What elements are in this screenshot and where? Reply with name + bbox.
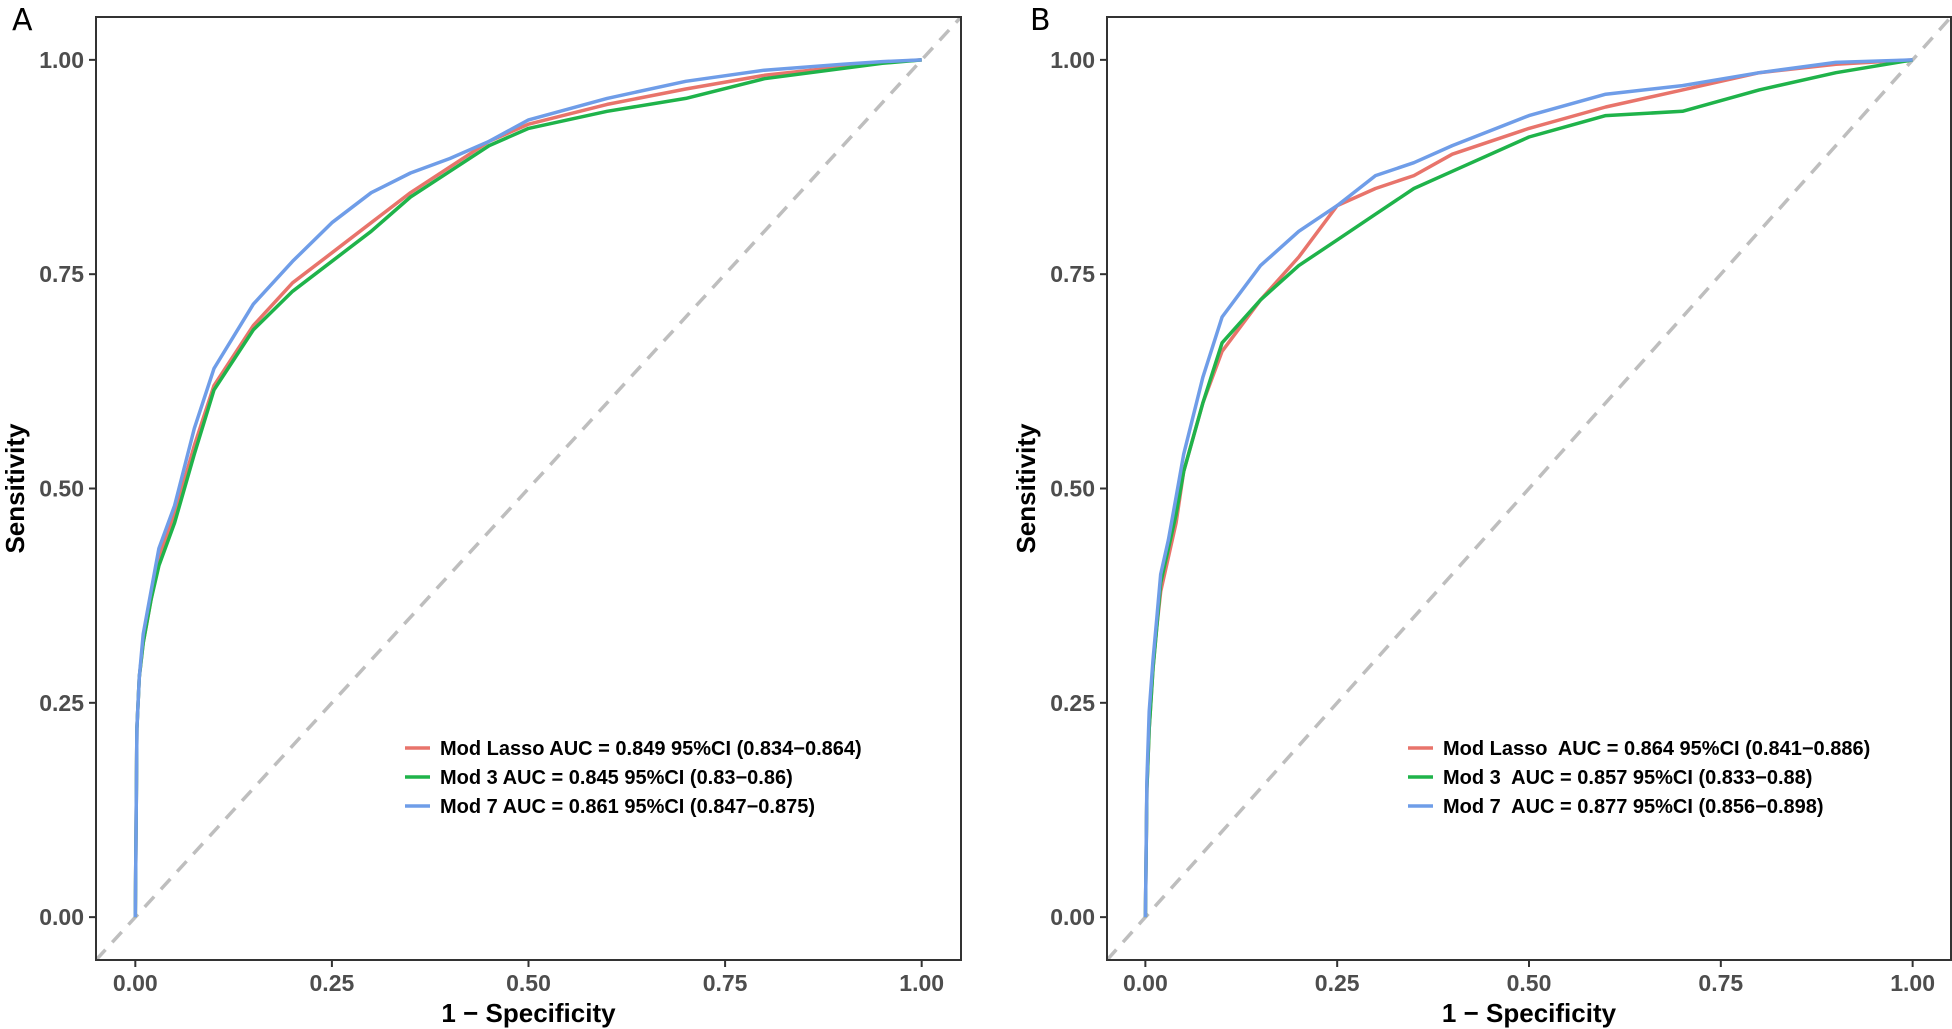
panel-a-xtick-label: 0.50 — [506, 970, 551, 996]
panel-b-letter: B — [1030, 3, 1051, 38]
panel-b-xtick-label: 0.75 — [1698, 970, 1743, 996]
panel-b-reference-diagonal — [1107, 17, 1951, 960]
panel-b-xtick-label: 0.00 — [1123, 970, 1168, 996]
panel-a-legend-label: Mod Lasso AUC = 0.849 95%CI (0.834−0.864… — [440, 738, 862, 760]
panel-b-ytick-label: 0.50 — [1050, 476, 1095, 502]
panel-b-legend-label: Mod 7 AUC = 0.877 95%CI (0.856−0.898) — [1443, 796, 1824, 818]
panel-a-ytick-label: 0.00 — [39, 904, 84, 930]
panel-b-xtick-label: 1.00 — [1890, 970, 1935, 996]
panel-a-ytick-label: 0.50 — [39, 476, 84, 502]
panel-a-xtick-label: 0.25 — [310, 970, 355, 996]
panel-a-legend-label: Mod 7 AUC = 0.861 95%CI (0.847−0.875) — [440, 796, 815, 818]
panel-a-legend-label: Mod 3 AUC = 0.845 95%CI (0.83−0.86) — [440, 767, 793, 789]
panel-b-xtick-label: 0.25 — [1315, 970, 1360, 996]
panel-b-ytick-label: 0.75 — [1050, 261, 1095, 287]
panel-a-xtick-label: 0.00 — [113, 970, 158, 996]
panel-a-legend: Mod Lasso AUC = 0.849 95%CI (0.834−0.864… — [405, 738, 862, 818]
panel-b-legend: Mod Lasso AUC = 0.864 95%CI (0.841−0.886… — [1408, 738, 1870, 818]
panel-b-x-axis-title: 1 − Specificity — [1442, 998, 1617, 1028]
panel-a-reference-diagonal — [96, 17, 961, 960]
panel-b: B 0.00 0.25 0.50 0.75 1.00 0.00 0.25 0.50 0.75 1.0… — [1011, 3, 1952, 1028]
panel-b-xtick-label: 0.50 — [1507, 970, 1552, 996]
panel-b-ytick-label: 0.25 — [1050, 690, 1095, 716]
panel-a-y-axis-title: Sensitivity — [0, 423, 30, 554]
panel-a-xtick-label: 1.00 — [899, 970, 944, 996]
panel-b-ytick-label: 1.00 — [1050, 47, 1095, 73]
panel-a: A 0.00 0.25 0.50 0.75 1.00 0.00 0.25 0.50 0.75 1.0… — [0, 3, 962, 1028]
panel-b-series-mod-7 — [1143, 58, 1913, 918]
panel-a-ytick-label: 0.75 — [39, 261, 84, 287]
panel-a-ytick-label: 1.00 — [39, 47, 84, 73]
panel-a-xtick-label: 0.75 — [703, 970, 748, 996]
panel-b-legend-label: Mod Lasso AUC = 0.864 95%CI (0.841−0.886… — [1443, 738, 1870, 760]
panel-a-ytick-label: 0.25 — [39, 690, 84, 716]
panel-a-series-mod-7 — [133, 58, 922, 918]
panel-b-y-axis-title: Sensitivity — [1011, 423, 1041, 554]
panel-b-ytick-label: 0.00 — [1050, 904, 1095, 930]
panel-a-letter: A — [12, 3, 33, 38]
panel-a-x-axis-title: 1 − Specificity — [441, 998, 616, 1028]
panel-b-legend-label: Mod 3 AUC = 0.857 95%CI (0.833−0.88) — [1443, 767, 1812, 789]
